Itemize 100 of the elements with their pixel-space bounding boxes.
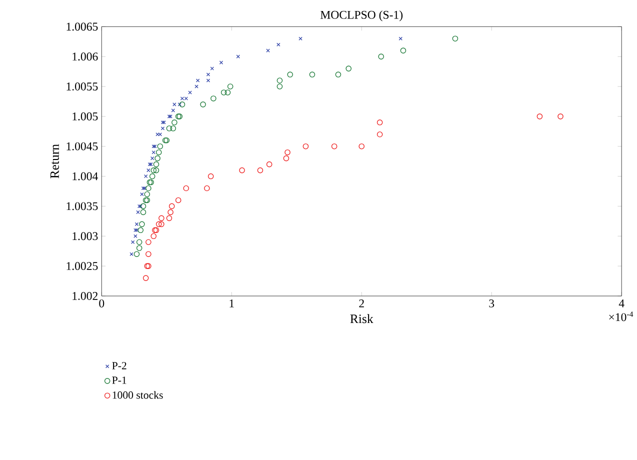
point (536, 114, 543, 120)
point (171, 108, 175, 112)
y-tick-label: 1.005 (72, 112, 98, 121)
y-axis-title: Return (50, 144, 59, 178)
point (452, 36, 458, 42)
point (134, 222, 139, 226)
y-tick-label: 1.006 (72, 52, 98, 61)
point (146, 185, 152, 192)
point (152, 150, 156, 154)
point (309, 72, 316, 78)
point (196, 78, 200, 82)
point (276, 78, 283, 84)
point (138, 227, 144, 234)
point (166, 126, 172, 132)
point (146, 239, 152, 246)
x-tick-label: 4 (618, 300, 624, 308)
point (183, 185, 190, 192)
point (206, 72, 210, 77)
point (266, 162, 272, 168)
point (153, 168, 160, 174)
point (139, 221, 145, 228)
point (239, 168, 245, 174)
x-tick-label: 3 (489, 300, 494, 308)
point (172, 120, 178, 126)
point (142, 275, 149, 282)
point (283, 156, 290, 162)
point (140, 192, 144, 196)
point (134, 234, 138, 238)
legend-label: P-1 (112, 376, 126, 384)
legend-label: 1000 stocks (112, 391, 163, 399)
point (376, 120, 383, 126)
point (130, 240, 135, 244)
y-tick-label: 1.0025 (66, 262, 98, 270)
point (257, 168, 264, 174)
x-axis-title: Risk (350, 314, 374, 324)
point (144, 174, 148, 178)
point (206, 78, 210, 82)
point (210, 66, 214, 71)
point (136, 210, 140, 214)
point (166, 215, 172, 222)
point (179, 102, 186, 108)
legend-label: P-2 (112, 362, 126, 370)
point (146, 168, 150, 172)
point (158, 221, 164, 228)
point (156, 150, 162, 156)
point (168, 203, 175, 210)
point (154, 156, 160, 162)
point (160, 126, 165, 130)
point (276, 84, 283, 90)
point (266, 48, 270, 53)
point (236, 54, 240, 59)
x-tick-label: 0 (99, 300, 104, 308)
y-tick-label: 1.0035 (66, 202, 98, 210)
point (346, 66, 352, 72)
point (200, 102, 206, 108)
text: ×10$^{-4}$ (609, 312, 634, 322)
point (184, 96, 188, 100)
point (136, 239, 142, 246)
point (146, 251, 152, 258)
x-tick-label: 1 (230, 300, 234, 308)
point (158, 215, 164, 222)
point (227, 84, 234, 90)
point (287, 72, 294, 78)
point (558, 114, 564, 120)
point (331, 144, 338, 150)
point (144, 191, 150, 198)
point (194, 84, 198, 88)
point (168, 209, 174, 216)
point (149, 173, 156, 180)
point (156, 221, 162, 228)
x-tick-label: 2 (359, 300, 364, 308)
point (140, 203, 146, 210)
point (157, 144, 164, 150)
point (175, 197, 182, 204)
point (219, 60, 224, 65)
point (400, 48, 406, 54)
point (302, 144, 309, 150)
point (335, 72, 342, 78)
point (204, 185, 210, 192)
point (358, 144, 365, 150)
point (376, 132, 383, 138)
y-tick-label: 1.003 (72, 232, 98, 240)
y-tick-label: 1.0065 (66, 22, 98, 31)
point (180, 96, 184, 100)
y-tick-label: 1.0055 (66, 82, 98, 91)
point (276, 42, 280, 47)
y-tick-label: 1.0045 (66, 142, 98, 150)
point (153, 162, 160, 168)
chart-title: MOCLPSO (S-1) (320, 10, 403, 22)
point (134, 251, 140, 258)
point (140, 209, 146, 216)
y-tick-label: 1.004 (72, 172, 98, 180)
point (170, 126, 176, 132)
point (150, 233, 157, 240)
point (284, 150, 290, 156)
point (150, 168, 157, 174)
point (224, 90, 231, 96)
point (210, 96, 216, 102)
point (208, 173, 214, 180)
point (136, 245, 142, 252)
